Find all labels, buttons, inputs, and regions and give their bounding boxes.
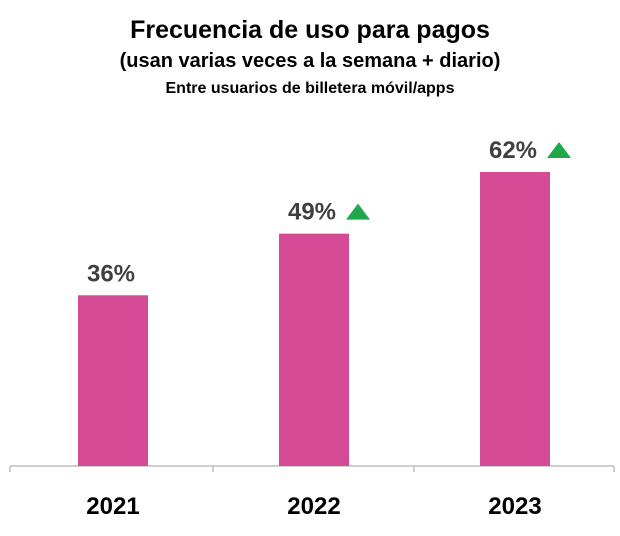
chart-note: Entre usuarios de billetera móvil/apps xyxy=(165,80,455,97)
chart-title: Frecuencia de uso para pagos xyxy=(130,16,490,44)
chart-subtitle: (usan varias veces a la semana + diario) xyxy=(119,50,501,72)
bar-2022 xyxy=(279,233,349,466)
data-label-2021: 36% xyxy=(87,260,135,287)
data-label-2023: 62% xyxy=(489,137,537,164)
x-tick-label-2021: 2021 xyxy=(86,493,139,520)
increase-arrow-icon xyxy=(547,142,571,158)
bar-2021 xyxy=(78,295,148,466)
data-label-2022: 49% xyxy=(288,199,336,226)
increase-arrow-icon xyxy=(346,203,370,220)
bar-2023 xyxy=(480,172,550,466)
x-tick-label-2022: 2022 xyxy=(287,493,340,520)
x-tick-label-2023: 2023 xyxy=(488,493,541,520)
